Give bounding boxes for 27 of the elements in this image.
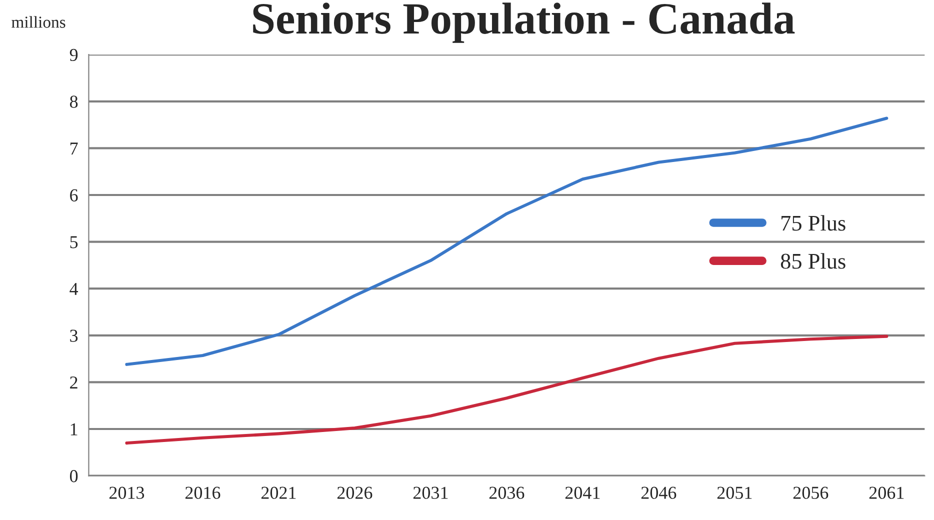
x-tick-label: 2061 [869,486,904,499]
x-tick-label: 2021 [261,486,296,499]
y-tick-label: 3 [70,330,78,342]
x-tick-label: 2051 [717,486,752,499]
x-tick-label: 2036 [489,486,524,499]
legend-label: 75 Plus [782,215,846,231]
y-axis-title: millions [12,16,66,28]
y-tick-label: 4 [70,282,78,295]
x-tick-label: 2046 [641,486,676,499]
y-tick-label: 7 [70,142,78,154]
y-tick-label: 1 [70,423,78,436]
x-tick-label: 2016 [185,486,220,499]
x-tick-label: 2056 [793,486,828,499]
y-tick-label: 9 [70,48,78,62]
x-tick-label: 2013 [109,486,144,499]
line-series [125,116,888,366]
y-tick-label: 5 [70,236,78,248]
x-tick-label: 2031 [413,486,448,499]
y-tick-label: 6 [70,189,78,202]
line-series [125,334,888,445]
y-tick-label: 8 [70,96,78,108]
y-tick-label: 2 [70,376,78,388]
x-tick-label: 2041 [565,486,600,499]
y-tick-label: 0 [70,470,78,482]
legend-label: 85 Plus [780,253,846,269]
x-tick-label: 2026 [337,486,372,499]
chart-title: Seniors Population - Canada [253,2,795,43]
